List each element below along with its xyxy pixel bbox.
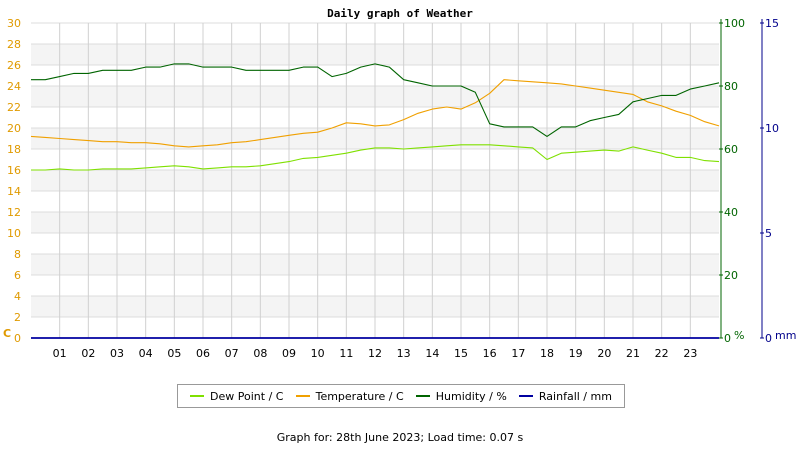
x-axis-tick: 14 bbox=[425, 347, 439, 360]
right-axis-mm-label: mm bbox=[775, 329, 796, 342]
x-axis-tick: 01 bbox=[53, 347, 67, 360]
right-axis-percent-tick: 60 bbox=[724, 143, 738, 156]
left-axis-tick: 16 bbox=[7, 164, 21, 177]
left-axis-tick: 4 bbox=[14, 290, 21, 303]
series-line-temperature bbox=[30, 79, 720, 148]
right-axis-percent-label: % bbox=[734, 329, 744, 342]
left-axis-tick: 0 bbox=[14, 332, 21, 345]
x-axis-tick: 05 bbox=[167, 347, 181, 360]
left-axis-tick: 10 bbox=[7, 227, 21, 240]
x-axis-tick: 13 bbox=[397, 347, 411, 360]
right-axis-percent-tick: 40 bbox=[724, 206, 738, 219]
left-axis-tick: 2 bbox=[14, 311, 21, 324]
x-axis-tick: 17 bbox=[511, 347, 525, 360]
series-line-dew bbox=[31, 144, 720, 171]
legend-swatch-rainfall bbox=[518, 395, 533, 397]
right-axis-percent-tick: 20 bbox=[724, 269, 738, 282]
x-axis-tick: 18 bbox=[540, 347, 554, 360]
left-axis-tick: 14 bbox=[7, 185, 21, 198]
legend-swatch-humidity bbox=[415, 395, 430, 397]
legend: Dew Point / C Temperature / C Humidity /… bbox=[177, 384, 625, 408]
legend-label-rainfall: Rainfall / mm bbox=[538, 389, 612, 403]
legend-swatch-temperature bbox=[295, 395, 310, 397]
left-axis-tick: 12 bbox=[7, 206, 21, 219]
right-axis-mm-tick: 15 bbox=[765, 17, 779, 30]
x-axis-tick: 09 bbox=[282, 347, 296, 360]
x-axis-tick: 06 bbox=[196, 347, 210, 360]
legend-item-rainfall: Rainfall / mm bbox=[518, 389, 612, 403]
legend-item-temperature: Temperature / C bbox=[295, 389, 404, 403]
left-axis-label: C bbox=[3, 327, 11, 340]
x-axis-tick: 07 bbox=[225, 347, 239, 360]
x-axis-tick: 10 bbox=[311, 347, 325, 360]
x-axis-tick: 03 bbox=[110, 347, 124, 360]
right-axis-mm-tick: 0 bbox=[765, 332, 772, 345]
x-axis-tick: 08 bbox=[253, 347, 267, 360]
legend-label-humidity: Humidity / % bbox=[435, 389, 507, 403]
footer-text: Graph for: 28th June 2023; Load time: 0.… bbox=[276, 431, 524, 444]
legend-item-humidity: Humidity / % bbox=[415, 389, 507, 403]
x-axis-tick: 20 bbox=[597, 347, 611, 360]
right-axis-percent-tick: 100 bbox=[724, 17, 745, 30]
right-axis-percent-tick: 80 bbox=[724, 80, 738, 93]
left-axis-tick: 18 bbox=[7, 143, 21, 156]
x-axis-tick: 15 bbox=[454, 347, 468, 360]
left-axis-tick: 24 bbox=[7, 80, 21, 93]
legend-swatch-dew-point bbox=[190, 395, 205, 397]
x-axis-tick: 22 bbox=[655, 347, 669, 360]
right-axis-mm-tick: 10 bbox=[765, 122, 779, 135]
x-axis-tick: 23 bbox=[683, 347, 697, 360]
x-axis-tick: 21 bbox=[626, 347, 640, 360]
x-axis-tick: 12 bbox=[368, 347, 382, 360]
left-axis-tick: 8 bbox=[14, 248, 21, 261]
series-line-humidity bbox=[31, 63, 720, 137]
x-axis-tick: 19 bbox=[569, 347, 583, 360]
x-axis-tick: 11 bbox=[339, 347, 353, 360]
legend-item-dew-point: Dew Point / C bbox=[190, 390, 283, 403]
right-axis-percent-tick: 0 bbox=[724, 332, 731, 345]
legend-label-dew-point: Dew Point / C bbox=[210, 389, 284, 403]
x-axis-tick: 16 bbox=[483, 347, 497, 360]
left-axis-tick: 26 bbox=[7, 59, 21, 72]
left-axis-tick: 6 bbox=[14, 269, 21, 282]
right-axis-mm-tick: 5 bbox=[765, 227, 772, 240]
left-axis-tick: 28 bbox=[7, 38, 21, 51]
legend-label-temperature: Temperature / C bbox=[315, 389, 404, 403]
x-axis-tick: 02 bbox=[81, 347, 95, 360]
left-axis-tick: 22 bbox=[7, 101, 21, 114]
x-axis-tick: 04 bbox=[139, 347, 153, 360]
left-axis-tick: 20 bbox=[7, 122, 21, 135]
left-axis-tick: 30 bbox=[7, 17, 21, 30]
chart-title: Daily graph of Weather bbox=[327, 7, 473, 20]
